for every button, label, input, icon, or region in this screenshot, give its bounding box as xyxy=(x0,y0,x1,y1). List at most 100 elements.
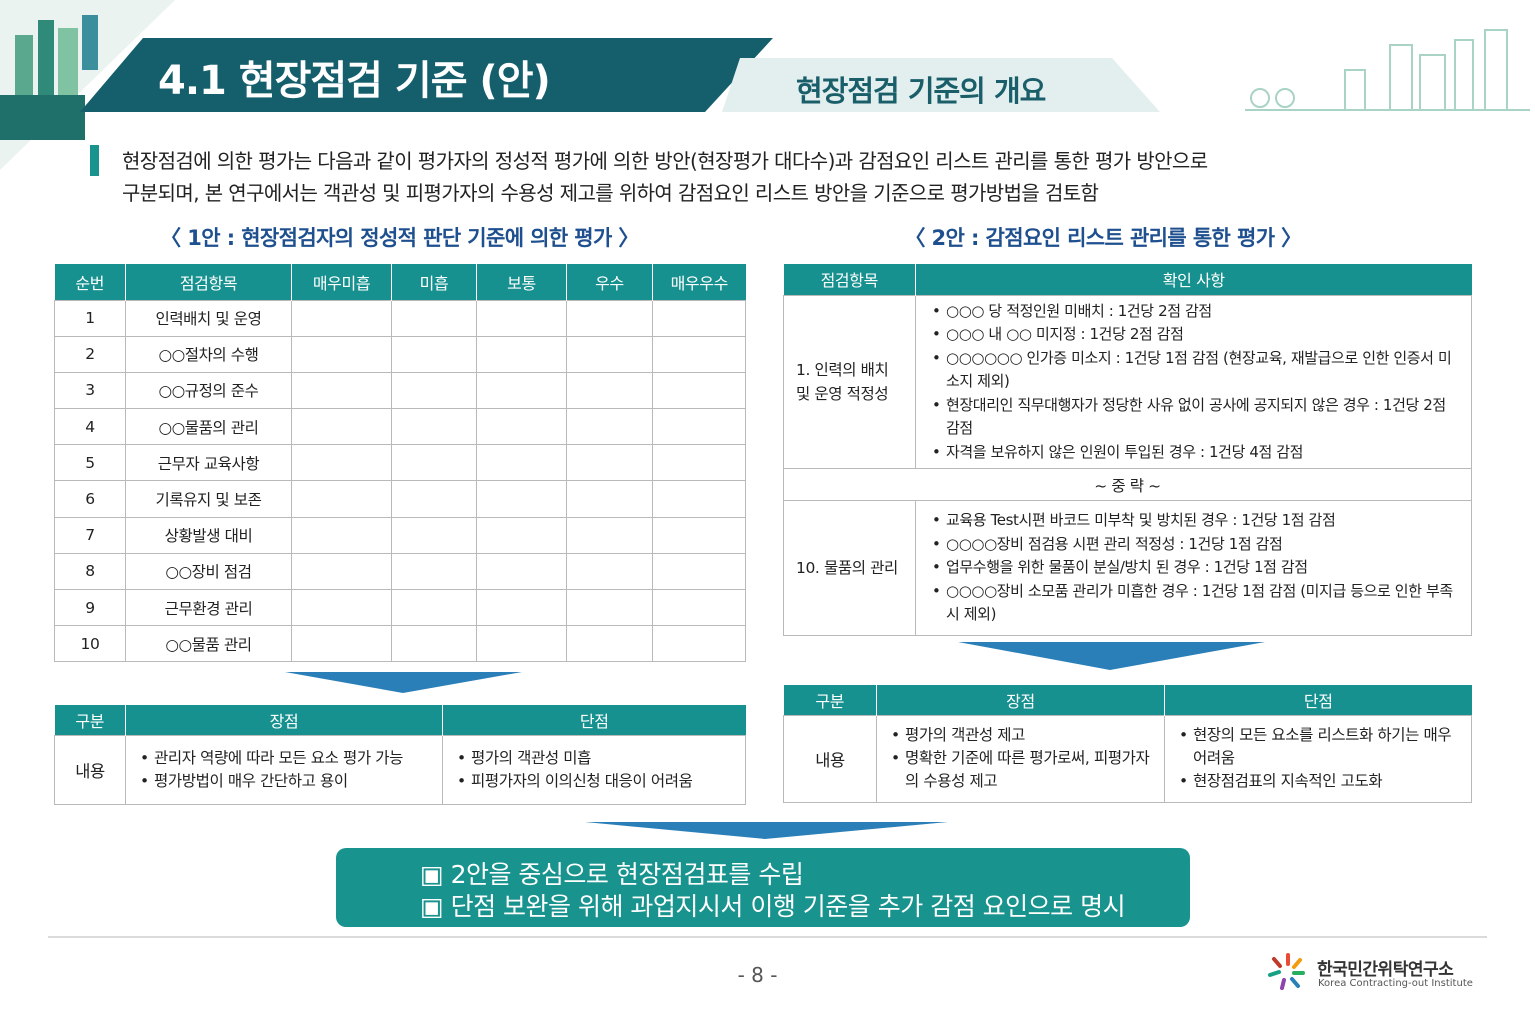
empty-cell xyxy=(291,480,392,518)
empty-cell xyxy=(566,444,653,482)
bullet-list: 현장의 모든 요소를 리스트화 하기는 매우 어려움현장점검표의 지속적인 고도… xyxy=(1177,724,1459,793)
table-row: 내용평가의 객관성 제고명확한 기준에 따른 평가로써, 피평가자의 수용성 제… xyxy=(783,714,1472,803)
empty-cell xyxy=(566,299,653,337)
table-cell: 9 xyxy=(54,588,126,627)
empty-cell xyxy=(391,516,477,554)
table-cell: 1 xyxy=(54,299,126,337)
row-label: 내용 xyxy=(783,714,877,803)
empty-cell xyxy=(652,335,746,373)
empty-cell xyxy=(291,516,392,554)
empty-cell xyxy=(566,335,653,373)
table-cell: 근무환경 관리 xyxy=(125,588,292,627)
cons-cell: 현장의 모든 요소를 리스트화 하기는 매우 어려움현장점검표의 지속적인 고도… xyxy=(1164,714,1472,803)
header-row: 점검항목 확인 사항 xyxy=(783,264,1472,295)
table-row: 7 상황발생 대비 xyxy=(54,516,746,554)
plan-title: 〈 2안 : 감점요인 리스트 관리를 통한 평가 〉 xyxy=(904,226,1302,250)
table-cell: 3 xyxy=(54,371,126,410)
empty-cell xyxy=(652,625,746,663)
pros-cons-table: 구분장점단점내용평가의 객관성 제고명확한 기준에 따른 평가로써, 피평가자의… xyxy=(783,685,1472,803)
table-row: 8 ○○장비 점검 xyxy=(54,552,746,591)
empty-cell xyxy=(391,480,477,518)
empty-cell xyxy=(652,371,746,410)
empty-cell xyxy=(291,299,392,337)
empty-cell xyxy=(391,408,477,446)
bullet-item: ○○○ 내 ○○ 미지정 : 1건당 2점 감점 xyxy=(930,323,1461,347)
table-cell: 4 xyxy=(54,408,126,446)
empty-cell xyxy=(652,480,746,518)
table-cell: ○○절차의 수행 xyxy=(125,335,292,373)
empty-cell xyxy=(391,371,477,410)
empty-cell xyxy=(476,480,567,518)
header-cell: 단점 xyxy=(1164,685,1472,715)
conclusion-text: ▣ 2안을 중심으로 현장점검표를 수립 xyxy=(420,860,804,889)
empty-cell xyxy=(391,552,477,591)
empty-cell xyxy=(476,299,567,337)
bullet-item: 자격을 보유하지 않은 인원이 투입된 경우 : 1건당 4점 감점 xyxy=(930,441,1461,465)
empty-cell xyxy=(476,335,567,373)
empty-cell xyxy=(291,408,392,446)
empty-cell xyxy=(391,444,477,482)
bullet-item: 피평가자의 이의신청 대응이 어려움 xyxy=(455,770,733,793)
bullet-item: 관리자 역량에 따라 모든 요소 평가 가능 xyxy=(138,747,430,770)
title: 4.1 현장점검 기준 (안) xyxy=(158,58,551,104)
bullet-item: ○○○ 당 적정인원 미배치 : 1건당 2점 감점 xyxy=(930,300,1461,324)
cons-cell: 평가의 객관성 미흡피평가자의 이의신청 대응이 어려움 xyxy=(442,734,746,805)
header-cell: 점검항목 xyxy=(783,264,916,295)
evaluation-table: 순번 점검항목 매우미흡 미흡 보통 우수 매우우수 1 인력배치 및 운영 2 ○○절차의 수행 3… xyxy=(54,264,746,663)
bullet-list: 평가의 객관성 미흡피평가자의 이의신청 대응이 어려움 xyxy=(455,747,733,793)
bullet-item: 현장점검표의 지속적인 고도화 xyxy=(1177,770,1459,793)
header-cell: 장점 xyxy=(125,705,443,735)
empty-cell xyxy=(291,588,392,627)
intro-text: 현장점검에 의한 평가는 다음과 같이 평가자의 정성적 평가에 의한 방안(현… xyxy=(122,149,1208,173)
empty-cell xyxy=(476,444,567,482)
header-cell: 확인 사항 xyxy=(915,264,1472,295)
table-row: 3 ○○규정의 준수 xyxy=(54,371,746,410)
bullet-item: 명확한 기준에 따른 평가로써, 피평가자의 수용성 제고 xyxy=(889,747,1152,793)
bullet-item: 평가의 객관성 미흡 xyxy=(455,747,733,770)
empty-cell xyxy=(566,625,653,663)
subtitle: 현장점검 기준의 개요 xyxy=(796,74,1046,108)
empty-cell xyxy=(566,588,653,627)
header-row: 순번 점검항목 매우미흡 미흡 보통 우수 매우우수 xyxy=(54,264,746,300)
empty-cell xyxy=(566,552,653,591)
bullet-item: 평가의 객관성 제고 xyxy=(889,724,1152,747)
table-row: 1. 인력의 배치 및 운영 적정성○○○ 당 적정인원 미배치 : 1건당 2… xyxy=(783,294,1472,469)
empty-cell xyxy=(652,552,746,591)
table-cell: 5 xyxy=(54,444,126,482)
table-cell: 근무자 교육사항 xyxy=(125,444,292,482)
header-row: 구분 장점 단점 xyxy=(783,685,1472,715)
plan-title: 〈 1안 : 현장점검자의 정성적 판단 기준에 의한 평가 〉 xyxy=(160,226,639,250)
check-list: ○○○ 당 적정인원 미배치 : 1건당 2점 감점○○○ 내 ○○ 미지정 :… xyxy=(915,294,1472,469)
bullet-item: ○○○○○○ 인가증 미소지 : 1건당 1점 감점 (현장교육, 재발급으로 … xyxy=(930,347,1461,394)
table-cell: 상황발생 대비 xyxy=(125,516,292,554)
table-cell: ○○규정의 준수 xyxy=(125,371,292,410)
empty-cell xyxy=(291,335,392,373)
bullet-list: ○○○ 당 적정인원 미배치 : 1건당 2점 감점○○○ 내 ○○ 미지정 :… xyxy=(930,300,1461,465)
empty-cell xyxy=(566,408,653,446)
header-cell: 장점 xyxy=(876,685,1165,715)
org-name: 한국민간위탁연구소 xyxy=(1317,960,1454,980)
table-row: 6 기록유지 및 보존 xyxy=(54,480,746,518)
header-cell: 보통 xyxy=(476,264,567,300)
empty-cell xyxy=(652,408,746,446)
empty-cell xyxy=(652,516,746,554)
page-number: - 8 - xyxy=(737,963,778,987)
bullet-item: ○○○○장비 소모품 관리가 미흡한 경우 : 1건당 1점 감점 (미지급 등… xyxy=(930,580,1461,627)
table-row: 4 ○○물품의 관리 xyxy=(54,408,746,446)
table-cell: 8 xyxy=(54,552,126,591)
bullet-item: ○○○○장비 점검용 시편 관리 적정성 : 1건당 1점 감점 xyxy=(930,533,1461,557)
header-cell: 매우미흡 xyxy=(291,264,392,300)
empty-cell xyxy=(652,588,746,627)
bullet-list: 평가의 객관성 제고명확한 기준에 따른 평가로써, 피평가자의 수용성 제고 xyxy=(889,724,1152,793)
empty-cell xyxy=(566,516,653,554)
table-cell: 인력배치 및 운영 xyxy=(125,299,292,337)
table-row: 10 ○○물품 관리 xyxy=(54,625,746,663)
table-cell: 7 xyxy=(54,516,126,554)
empty-cell xyxy=(566,371,653,410)
empty-cell xyxy=(391,299,477,337)
empty-cell xyxy=(391,335,477,373)
table-row: 10. 물품의 관리교육용 Test시편 바코드 미부착 및 방치된 경우 : … xyxy=(783,500,1472,636)
empty-cell xyxy=(476,625,567,663)
